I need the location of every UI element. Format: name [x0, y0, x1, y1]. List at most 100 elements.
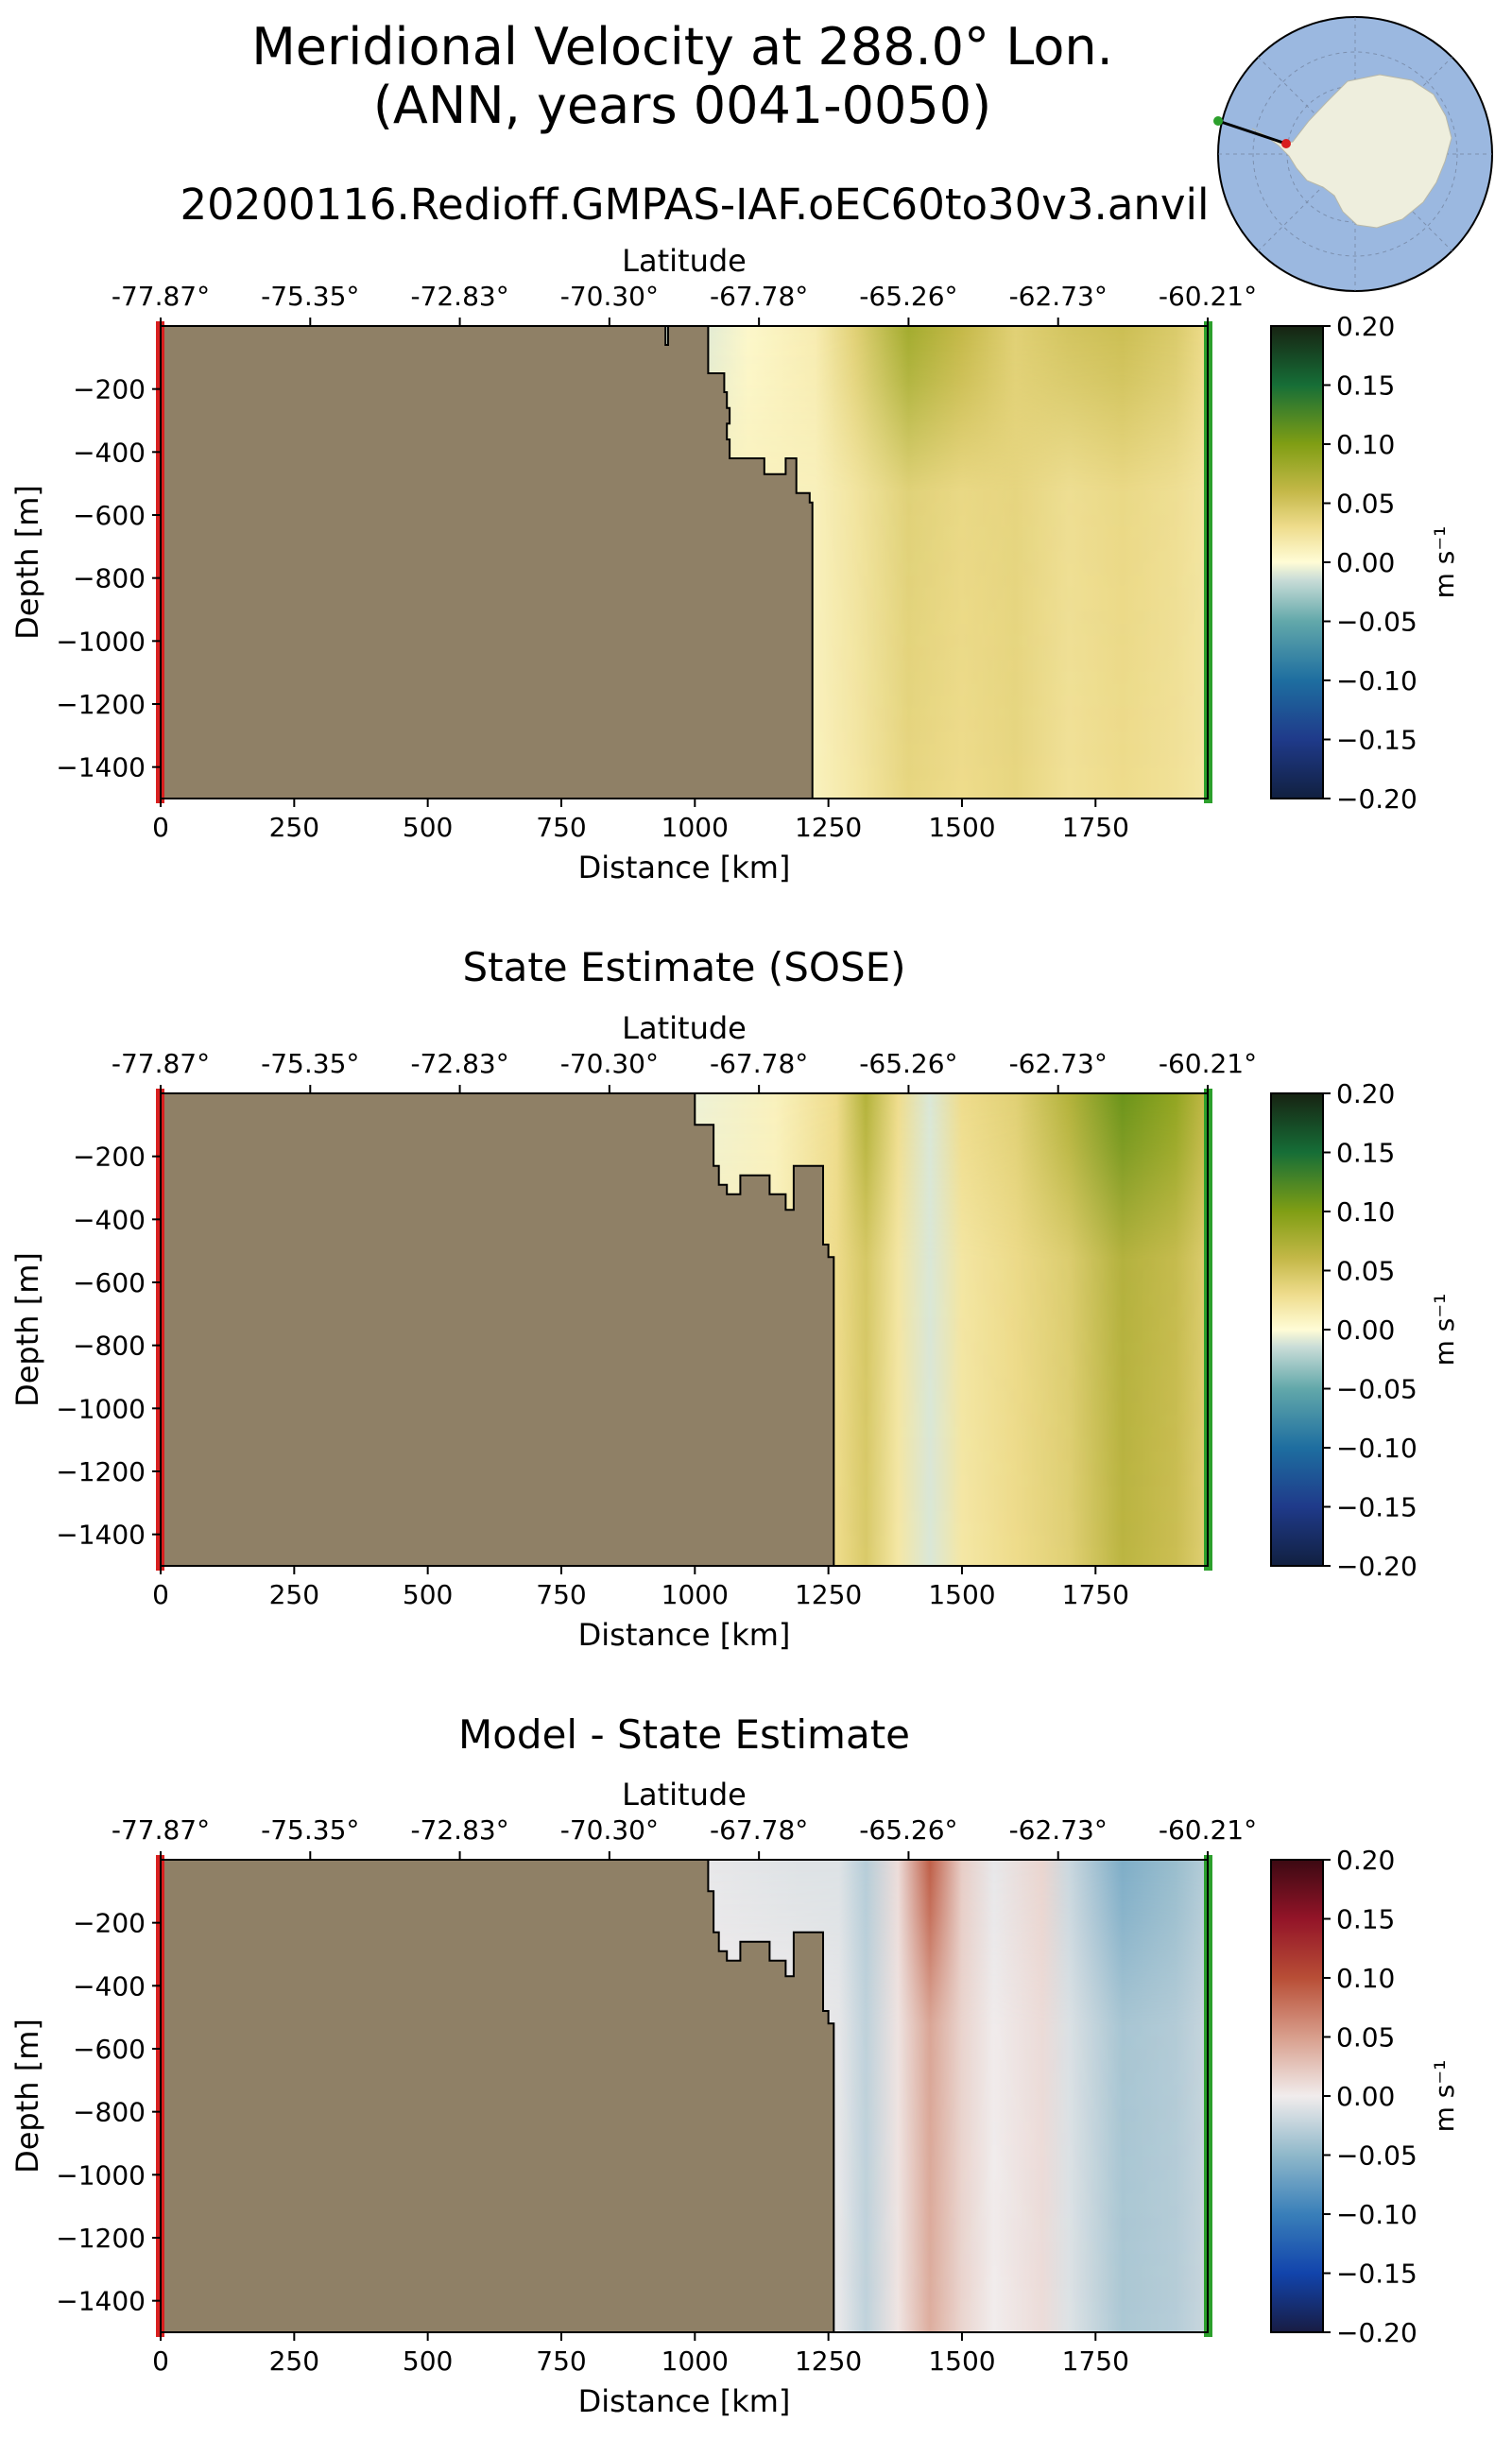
colorbar-tick-label: 0.00: [1336, 1314, 1395, 1346]
panels-container: 0 250 500 750 1000 1250 1500 1750 Distance [km] −…: [9, 243, 1460, 2419]
colorbar: [1270, 325, 1324, 799]
lat-tick-label: -72.83°: [410, 1048, 508, 1079]
x-tick-label: 1750: [1062, 2345, 1129, 2377]
lat-tick-label: -67.78°: [710, 281, 808, 312]
panel-bias: Model - State Estimate 0 250 500 750 1000 1250…: [9, 1711, 1460, 2419]
lat-tick-label: -60.21°: [1159, 281, 1257, 312]
y-tick-label: −1400: [56, 1520, 146, 1551]
x-tick-label: 0: [152, 1579, 169, 1610]
x-tick-label: 1000: [662, 2345, 729, 2377]
x-tick-label: 1000: [662, 1579, 729, 1610]
y-tick-label: −400: [73, 1204, 146, 1235]
colorbar-tick-label: 0.05: [1336, 2022, 1395, 2053]
y-tick-label: −800: [73, 1331, 146, 1362]
lat-tick-label: -67.78°: [710, 1814, 808, 1846]
y-tick-label: −1400: [56, 2286, 146, 2317]
colorbar-tick-label: 0.10: [1336, 1196, 1395, 1228]
top-axis-label: Latitude: [622, 243, 747, 279]
colorbar-tick-label: 0.20: [1336, 1078, 1395, 1109]
lat-tick-label: -70.30°: [560, 281, 659, 312]
transect-end-marker: [1213, 116, 1223, 126]
y-tick-label: −1000: [56, 626, 146, 657]
lat-tick-label: -75.35°: [261, 1048, 359, 1079]
x-tick-label: 1250: [795, 812, 862, 843]
panel-title: Model - State Estimate: [458, 1711, 910, 1758]
colorbar-label: m s⁻¹: [1429, 2060, 1460, 2133]
plot-frame: [160, 1859, 1209, 2333]
colorbar-tick-label: −0.05: [1336, 1374, 1418, 1405]
colorbar-tick-label: −0.10: [1336, 2199, 1418, 2230]
colorbar-tick-label: −0.15: [1336, 725, 1418, 756]
top-axis-label: Latitude: [622, 1010, 747, 1046]
figure-title-line2: (ANN, years 0041-0050): [373, 76, 991, 135]
x-tick-label: 1750: [1062, 1579, 1129, 1610]
x-axis-label: Distance [km]: [578, 850, 791, 885]
lat-tick-label: -62.73°: [1009, 281, 1108, 312]
x-tick-label: 1500: [928, 2345, 995, 2377]
y-tick-label: −200: [73, 374, 146, 405]
y-tick-label: −1200: [56, 689, 146, 720]
lat-tick-label: -72.83°: [410, 1814, 508, 1846]
x-tick-label: 500: [403, 812, 453, 843]
colorbar-tick-label: 0.00: [1336, 547, 1395, 578]
colorbar-tick-label: 0.15: [1336, 1138, 1395, 1169]
y-tick-label: −800: [73, 563, 146, 594]
y-tick-label: −400: [73, 1970, 146, 2002]
colorbar-tick-label: −0.20: [1336, 1551, 1418, 1582]
transect-line: [1217, 119, 1287, 146]
figure-title-line1: Meridional Velocity at 288.0° Lon.: [251, 17, 1113, 77]
panel-obs: State Estimate (SOSE) 0 250 500 750 1000 1250 1…: [9, 944, 1460, 1653]
y-tick-label: −200: [73, 1142, 146, 1173]
panel-model: 0 250 500 750 1000 1250 1500 1750 Distance [km] −…: [9, 243, 1460, 885]
y-tick-label: −800: [73, 2097, 146, 2128]
seafloor-land-mask: [160, 325, 814, 799]
colorbar-tick-label: −0.20: [1336, 2317, 1418, 2348]
plot-frame: [160, 1092, 1209, 1567]
y-tick-label: −1200: [56, 2223, 146, 2254]
lat-tick-label: -75.35°: [261, 281, 359, 312]
y-tick-label: −600: [73, 500, 146, 531]
transect-start-marker: [1281, 139, 1291, 148]
y-axis-label: Depth [m]: [9, 485, 45, 640]
figure-subtitle: 20200116.Redioff.GMPAS-IAF.oEC60to30v3.a…: [180, 180, 1209, 230]
colorbar-tick-label: 0.00: [1336, 2081, 1395, 2112]
colorbar-label: m s⁻¹: [1429, 1294, 1460, 1366]
lat-tick-label: -67.78°: [710, 1048, 808, 1079]
y-tick-label: −1000: [56, 1393, 146, 1424]
x-tick-label: 1000: [662, 812, 729, 843]
antarctic-location-map: [1213, 16, 1493, 292]
colorbar-tick-label: 0.20: [1336, 1845, 1395, 1876]
colorbar-tick-label: 0.05: [1336, 489, 1395, 520]
x-tick-label: 500: [403, 2345, 453, 2377]
x-tick-label: 750: [536, 2345, 586, 2377]
lat-tick-label: -77.87°: [112, 1814, 210, 1846]
y-tick-label: −1200: [56, 1456, 146, 1487]
lat-tick-label: -77.87°: [112, 281, 210, 312]
lat-tick-label: -65.26°: [859, 281, 957, 312]
x-tick-label: 1750: [1062, 812, 1129, 843]
x-tick-label: 250: [269, 812, 319, 843]
colorbar-tick-label: −0.05: [1336, 607, 1418, 638]
y-tick-label: −1000: [56, 2159, 146, 2191]
colorbar-tick-label: −0.05: [1336, 2140, 1418, 2172]
colorbar-tick-label: −0.15: [1336, 1492, 1418, 1523]
lat-tick-label: -70.30°: [560, 1814, 659, 1846]
lat-tick-label: -77.87°: [112, 1048, 210, 1079]
colorbar-tick-label: −0.10: [1336, 665, 1418, 696]
colorbar-tick-label: 0.20: [1336, 311, 1395, 342]
lat-tick-label: -65.26°: [859, 1814, 957, 1846]
y-axis-label: Depth [m]: [9, 2019, 45, 2174]
lat-tick-label: -75.35°: [261, 1814, 359, 1846]
top-axis-label: Latitude: [622, 1777, 747, 1813]
x-tick-label: 500: [403, 1579, 453, 1610]
x-tick-label: 0: [152, 2345, 169, 2377]
colorbar-tick-label: −0.20: [1336, 783, 1418, 815]
colorbar-tick-label: 0.10: [1336, 429, 1395, 460]
lat-tick-label: -62.73°: [1009, 1048, 1108, 1079]
colorbar-tick-label: 0.15: [1336, 1904, 1395, 1935]
x-tick-label: 1250: [795, 2345, 862, 2377]
x-tick-label: 1500: [928, 812, 995, 843]
x-tick-label: 1500: [928, 1579, 995, 1610]
x-axis-label: Distance [km]: [578, 1617, 791, 1653]
